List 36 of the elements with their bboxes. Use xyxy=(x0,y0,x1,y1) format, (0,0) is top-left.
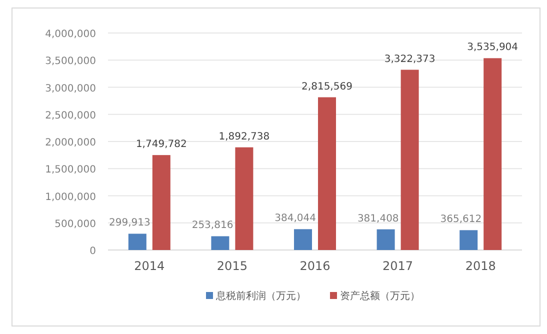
y-tick-label: 2,000,000 xyxy=(45,138,96,148)
y-tick-label: 2,500,000 xyxy=(45,110,96,122)
data-label: 3,322,373 xyxy=(384,54,436,65)
x-tick-label: 2016 xyxy=(300,259,330,273)
bar xyxy=(128,234,146,250)
x-tick-label: 2014 xyxy=(134,259,165,273)
y-tick-label: 4,000,000 xyxy=(45,29,96,40)
bar xyxy=(484,58,502,250)
bar xyxy=(235,147,254,250)
data-label: 384,044 xyxy=(274,213,316,224)
data-label: 365,612 xyxy=(440,214,482,226)
bar xyxy=(460,230,478,250)
data-label: 381,408 xyxy=(357,213,399,224)
y-tick-label: 0 xyxy=(90,246,96,257)
data-label: 2,815,569 xyxy=(302,81,352,92)
data-label: 299,913 xyxy=(109,218,150,229)
legend-label: 息税前利润（万元） xyxy=(215,290,306,302)
y-tick-label: 3,000,000 xyxy=(45,83,96,94)
x-tick-label: 2017 xyxy=(382,259,414,273)
x-tick-label: 2018 xyxy=(465,259,496,273)
bar xyxy=(318,97,336,250)
bar xyxy=(400,70,419,250)
data-label: 1,892,738 xyxy=(218,131,270,142)
bar xyxy=(152,155,170,250)
data-label: 253,816 xyxy=(192,220,234,232)
data-label: 1,749,782 xyxy=(136,139,187,150)
bar xyxy=(294,229,312,250)
y-tick-label: 3,500,000 xyxy=(45,56,96,68)
bar xyxy=(211,236,230,250)
data-label: 3,535,904 xyxy=(467,42,518,54)
x-tick-label: 2015 xyxy=(216,259,248,273)
y-tick-label: 1,500,000 xyxy=(45,164,96,176)
y-tick-label: 500,000 xyxy=(54,218,96,230)
legend-label: 资产总额（万元） xyxy=(340,290,420,302)
y-tick-label: 1,000,000 xyxy=(45,192,96,203)
bar xyxy=(376,229,395,250)
